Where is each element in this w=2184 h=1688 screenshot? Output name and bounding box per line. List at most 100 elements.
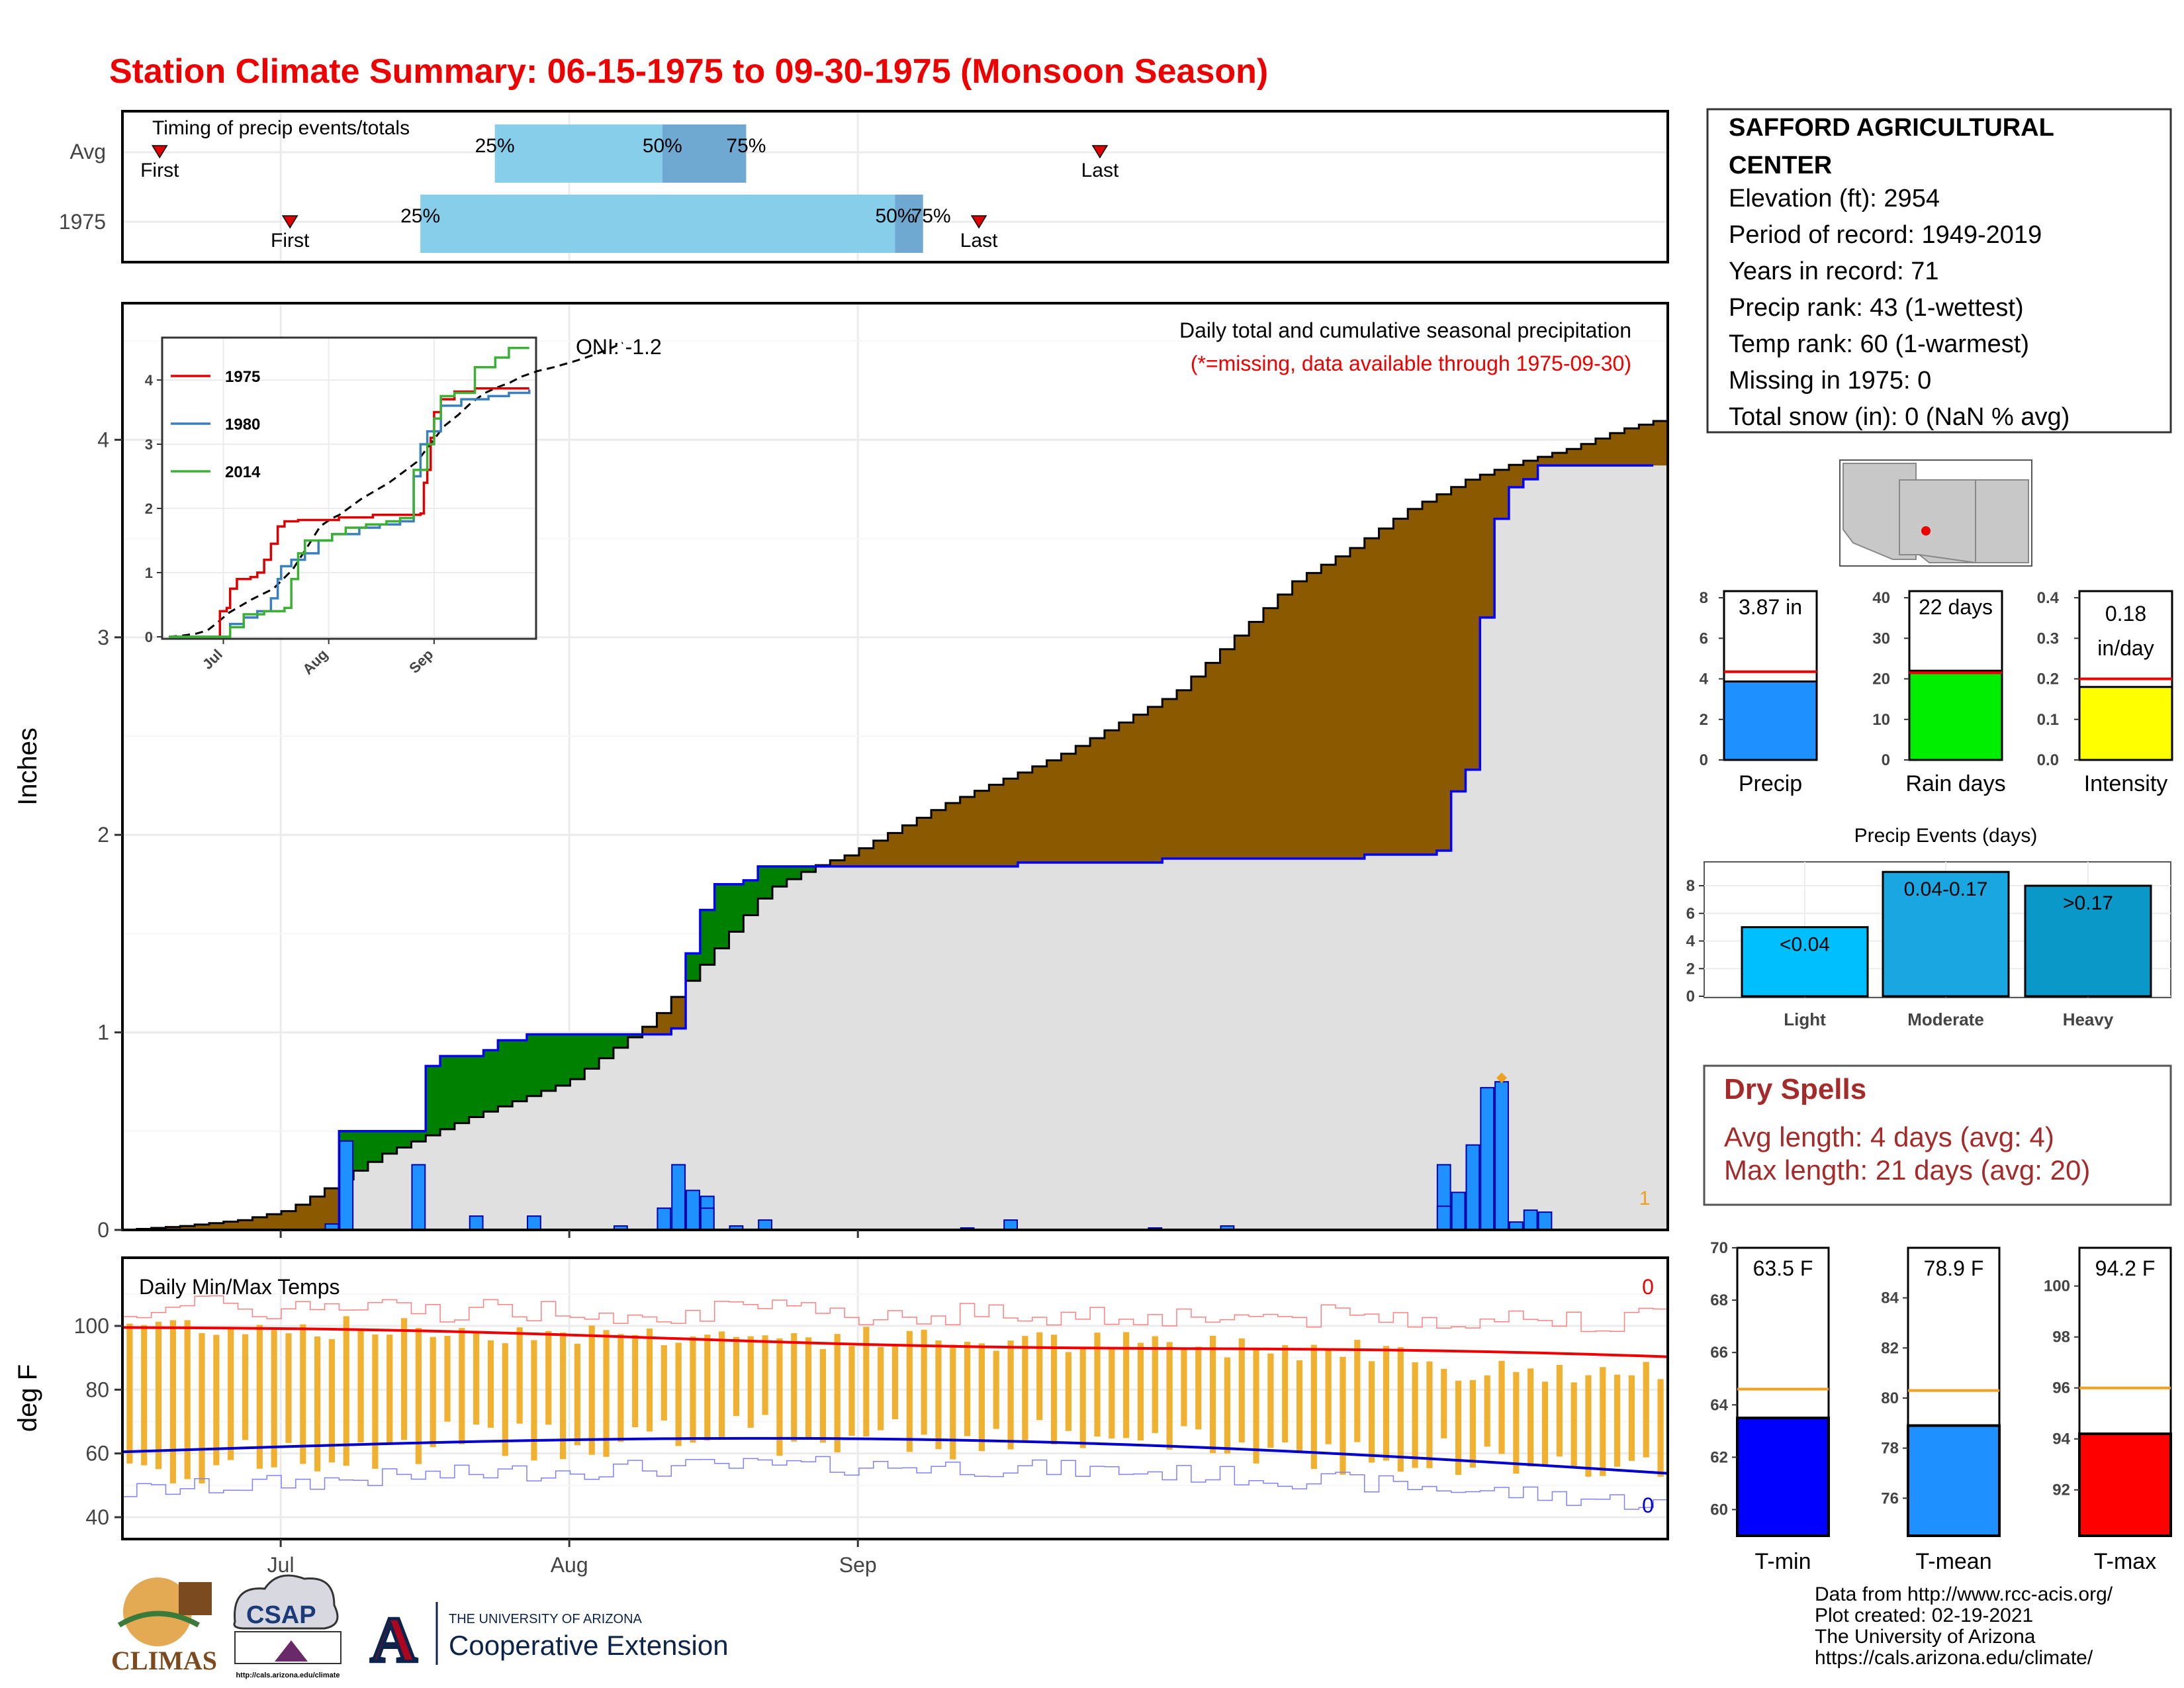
above-average-step [729,884,744,932]
daily-precip-bar [1003,1219,1018,1231]
timing-bar-lower [420,195,895,253]
inset-y-tick-label: 4 [145,372,154,389]
below-average-step [267,1214,282,1230]
state-shape-west [1843,463,1917,560]
event-bar-label: >0.17 [2063,892,2113,914]
events-y-tick-label: 0 [1686,988,1695,1006]
below-average-step [238,1220,253,1230]
cumulative-fill-step [1148,862,1163,1230]
summary-tick-label: 0.1 [2037,711,2059,729]
summary-tick-label: 0 [1700,751,1708,769]
temp-panel: 40 60 80 100 Jul Aug Sep Daily Min/Max Temps 0… [13,1256,1669,1577]
event-category-label: Heavy [2063,1009,2114,1029]
below-average-step [1436,494,1452,851]
temp-summary-tick-label: 96 [2052,1380,2070,1397]
state-shape-arizona [1899,479,1976,563]
station-snow: Total snow (in): 0 (NaN % avg) [1729,403,2070,431]
timing-first-label: First [271,230,310,252]
precip-y-tick-label: 3 [97,626,109,649]
cumulative-fill-step [858,866,874,1230]
temp-x-tick-label: Jul [267,1553,295,1577]
below-average-step [208,1223,224,1230]
timing-first-label: First [140,160,179,181]
below-average-step [324,1188,340,1230]
ua-extension: Cooperative Extension [449,1630,729,1661]
below-average-step [1148,706,1163,863]
cumulative-fill-step [512,1101,527,1230]
below-average-step [1104,730,1120,863]
cumulative-fill-step [1349,858,1365,1230]
below-average-step [858,848,874,867]
climas-block-shape [179,1582,212,1615]
dry-spells-box: Dry Spells Avg length: 4 days (avg: 4) M… [1703,1064,2172,1206]
timing-p50-label: 50% [875,205,915,227]
ua-logo-bg [361,1602,427,1668]
precip-panel: 0 1 2 3 4 Inches Daily total and cumulative … [13,302,1669,1242]
below-average-step [844,855,860,867]
cumulative-fill-step [1451,791,1467,1230]
temp-y-tick-label: 60 [85,1442,109,1466]
precip-y-tick-label: 0 [97,1218,109,1242]
event-bar-heavy [2024,884,2152,998]
below-average-step [1639,424,1654,466]
oni-label: ONI: -1.2 [576,335,662,359]
below-average-step [657,1013,672,1035]
cumulative-fill-step [960,866,976,1230]
below-average-step [1321,565,1336,859]
temp-summary-bar-t-min [1736,1417,1830,1537]
daily-precip-bar [1537,1211,1553,1231]
summary-tick-label: 0.2 [2037,671,2059,688]
temp-summary-tick-label: 66 [1710,1344,1728,1362]
precip-events-chart: Precip Events (days) <0.04 Light 0.04-0.17… [1686,825,2171,1029]
cumulative-fill-step [541,1090,557,1230]
cumulative-fill-step [729,931,744,1230]
below-average-step [1349,547,1365,859]
below-average-step [195,1224,210,1230]
summary-tick-label: 0.3 [2037,630,2059,647]
daily-precip-bar [657,1207,672,1231]
below-average-step [945,803,961,867]
temperature-summary-bars: 63.5 F T-min 60 62 64 66 68 70 78.9 F T-mean 76 78 8… [1710,1239,2172,1574]
cumulative-fill-step [1581,465,1596,1231]
below-average-step [1118,722,1134,863]
summary-tick-label: 4 [1700,671,1709,688]
cumulative-fill-step [873,866,889,1230]
above-average-step [353,1131,369,1171]
below-average-step [1552,453,1567,466]
above-average-step [498,1040,513,1107]
precip-subtitle: Daily total and cumulative seasonal prec… [1179,318,1631,342]
average-cumulative-line [122,420,1668,1231]
cumulative-fill-step [396,1147,412,1230]
daily-precip-bar [671,1164,686,1231]
cumulative-fill-step [657,1034,672,1230]
above-average-step [714,884,730,949]
timing-bar-upper [662,124,747,183]
precip-y-tick-label: 1 [97,1021,109,1045]
below-average-step [165,1227,181,1230]
cumulative-fill-step [1234,858,1250,1230]
above-average-step [454,1056,470,1123]
temp-summary-tick-label: 68 [1710,1291,1728,1309]
event-bar-moderate [1882,870,2010,998]
below-average-step [931,810,946,867]
below-average-step [917,818,932,867]
below-average-step [310,1196,326,1230]
cumulative-fill-step [382,1153,398,1230]
temp-summary-tick-label: 76 [1881,1489,1899,1507]
cumulative-fill-step [772,886,788,1230]
cumulative-fill-step [1480,617,1495,1230]
below-average-step [1205,663,1221,859]
timing-row-year-label: 1975 [59,210,106,234]
below-average-step [1234,635,1250,859]
below-average-step [1624,428,1639,466]
cumulative-fill-step [426,1135,441,1230]
timing-panel: Timing of precip events/totals Avg 1975 … [59,110,1669,263]
cumulative-fill-step [613,1047,629,1230]
inset-legend-label: 1980 [225,416,260,434]
cumulative-fill-step [931,866,946,1230]
precip-y-tick-label: 2 [97,823,109,847]
below-average-step [1653,421,1668,466]
below-average-step [1336,556,1351,859]
temp-summary-tick-label: 60 [1710,1501,1728,1519]
